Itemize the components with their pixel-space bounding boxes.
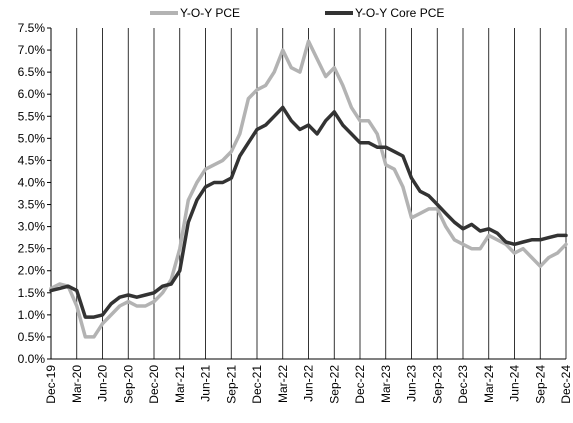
y-tick-label: 2.0% (18, 264, 46, 278)
x-axis-tick-labels: Dec-19 Mar-20 Jun-20 Sep-20 Dec-20 Mar-21 Jun-… (44, 365, 573, 404)
x-tick-label: Dec-23 (456, 365, 470, 404)
y-tick-label: 6.0% (18, 87, 46, 101)
y-tick-label: 4.0% (18, 175, 46, 189)
y-tick-label: 3.0% (18, 220, 46, 234)
y-axis-tick-labels: 0.0% 0.5% 1.0% 1.5% 2.0% 2.5% 3.0% 3.5% 4.0% 4.5%… (18, 21, 46, 366)
x-tick-label: Jun-21 (199, 365, 213, 402)
legend-label-core-pce: Y-O-Y Core PCE (355, 6, 444, 20)
x-tick-label: Sep-24 (533, 365, 547, 404)
x-tick-label: Mar-20 (70, 365, 84, 403)
x-tick-label: Mar-23 (379, 365, 393, 403)
y-tick-label: 7.5% (18, 21, 46, 35)
x-tick-label: Jun-20 (96, 365, 110, 402)
x-tick-label: Mar-21 (173, 365, 187, 403)
series-lines (49, 39, 568, 339)
x-tick-label: Dec-24 (559, 365, 573, 404)
y-tick-label: 4.5% (18, 153, 46, 167)
y-tick-label: 0.5% (18, 330, 46, 344)
x-tick-label: Sep-20 (121, 365, 135, 404)
y-tick-label: 1.0% (18, 308, 46, 322)
x-tick-label: Sep-21 (224, 365, 238, 404)
axes (47, 27, 566, 360)
y-tick-label: 0.0% (18, 352, 46, 366)
y-tick-label: 1.5% (18, 286, 46, 300)
x-tick-label: Dec-19 (44, 365, 58, 404)
x-tick-label: Dec-22 (353, 365, 367, 404)
y-tick-label: 6.5% (18, 65, 46, 79)
x-tick-label: Dec-20 (147, 365, 161, 404)
y-tick-label: 2.5% (18, 242, 46, 256)
x-tick-label: Sep-22 (327, 365, 341, 404)
gridlines (76, 28, 567, 359)
y-tick-label: 5.0% (18, 131, 46, 145)
x-tick-label: Jun-23 (405, 365, 419, 402)
y-tick-label: 7.0% (18, 43, 46, 57)
x-tick-label: Dec-21 (250, 365, 264, 404)
series-line-pce (49, 39, 568, 339)
x-tick-label: Jun-22 (302, 365, 316, 402)
legend: Y-O-Y PCE Y-O-Y Core PCE (150, 6, 444, 20)
series-line-core-pce (49, 105, 568, 319)
x-tick-label: Mar-22 (276, 365, 290, 403)
x-tick-label: Sep-23 (430, 365, 444, 404)
y-tick-label: 3.5% (18, 198, 46, 212)
y-tick-label: 5.5% (18, 109, 46, 123)
legend-label-pce: Y-O-Y PCE (180, 6, 240, 20)
x-tick-label: Jun-24 (508, 365, 522, 402)
x-tick-label: Mar-24 (482, 365, 496, 403)
